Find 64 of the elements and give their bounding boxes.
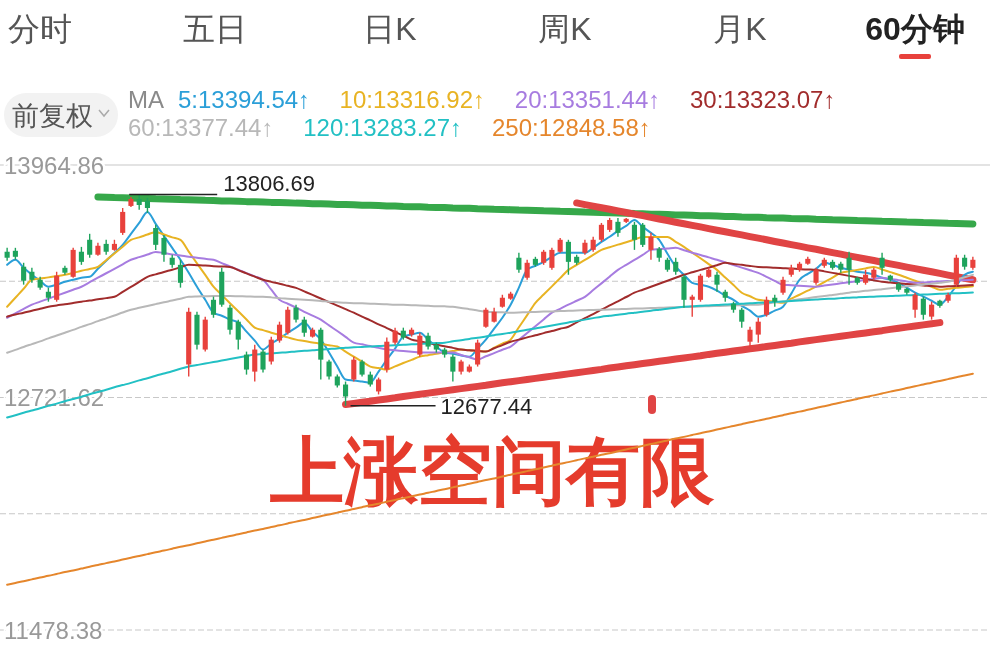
candlestick	[912, 292, 918, 319]
candlestick	[565, 239, 571, 276]
candlestick	[747, 326, 753, 348]
candlestick	[210, 295, 217, 319]
annotation: 13806.69	[223, 170, 315, 196]
candlestick	[260, 348, 266, 374]
candlestick	[549, 247, 555, 271]
candlestick	[714, 271, 720, 293]
candlestick	[285, 306, 291, 336]
candlestick	[276, 320, 283, 344]
candlestick	[483, 306, 489, 329]
candlestick	[640, 222, 646, 248]
annotation: 12677.44	[440, 393, 533, 419]
text: 5:13394.54↑	[178, 86, 311, 113]
candlestick	[268, 335, 274, 366]
text: 周K	[538, 11, 592, 47]
candlestick	[177, 259, 184, 289]
line-series	[6, 210, 974, 384]
candlestick	[21, 262, 27, 286]
legend-title: MA	[128, 86, 164, 113]
candlestick	[87, 233, 93, 259]
text: 60分钟	[865, 11, 965, 47]
candlestick	[351, 355, 357, 383]
candlestick	[161, 234, 167, 263]
candlestick	[227, 303, 233, 336]
candlestick	[763, 295, 770, 318]
candlestick	[739, 306, 745, 329]
candlestick	[615, 217, 621, 238]
candlestick	[153, 224, 159, 251]
candlestick	[243, 350, 250, 376]
candlestick	[252, 343, 258, 383]
text: 月K	[713, 11, 767, 47]
candlestick	[475, 338, 481, 368]
candlestick	[235, 318, 241, 351]
candlestick	[598, 222, 604, 243]
candlestick	[689, 294, 695, 318]
text: 250:12848.58↑	[492, 114, 651, 141]
line-series	[6, 372, 974, 586]
text: 五日	[183, 11, 247, 47]
candlestick	[920, 295, 926, 321]
candlestick	[879, 252, 885, 276]
text: 日K	[363, 11, 417, 47]
y-tick-label: 11478.38	[4, 616, 103, 644]
line-series	[6, 291, 974, 419]
candlestick	[648, 232, 654, 261]
text: 前复权	[12, 101, 93, 131]
candlestick	[516, 252, 522, 274]
candlestick	[417, 332, 423, 358]
text: 分时	[8, 11, 72, 47]
text: 30:13323.07↑	[690, 86, 836, 113]
candlestick	[342, 380, 349, 407]
text: 20:13351.44↑	[514, 86, 661, 113]
candlestick	[846, 251, 852, 286]
text: 10:13316.92↑	[339, 86, 486, 113]
candlestick	[301, 315, 307, 338]
legend-label: 60:13377.44↑	[128, 114, 274, 141]
candlestick	[120, 207, 126, 236]
y-tick-label: 13964.86	[4, 151, 105, 179]
candlestick	[631, 221, 638, 251]
candlestick	[524, 259, 530, 281]
candlestick	[450, 353, 456, 383]
candlestick	[681, 274, 687, 309]
text: 120:13283.27↑	[303, 114, 463, 141]
candlestick	[326, 358, 332, 381]
